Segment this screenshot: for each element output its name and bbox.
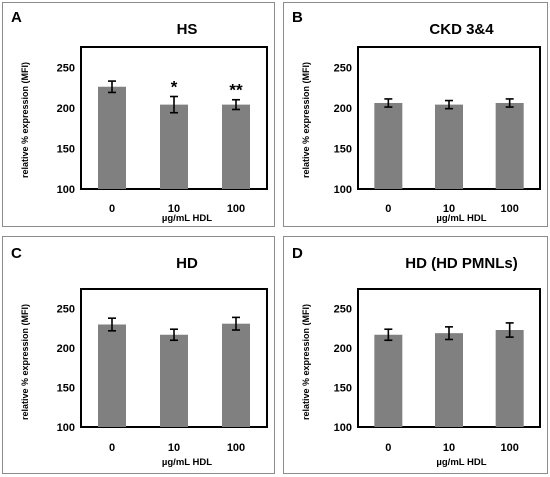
x-axis-label: µg/mL HDL	[161, 457, 213, 468]
chart-title: CKD 3&4	[429, 21, 494, 38]
x-axis-label: µg/mL HDL	[161, 213, 213, 224]
panel-a: 100 150 200 250 0 10 * 100 ** A HS relative % ex…	[2, 2, 275, 227]
x-tick-label: 0	[385, 203, 391, 215]
bar	[160, 104, 188, 189]
significance-marker: *	[171, 77, 178, 96]
chart-svg: 100 150 200 250 0 10 100	[334, 288, 541, 454]
y-tick-label: 100	[57, 184, 75, 196]
y-tick-label: 150	[334, 383, 352, 395]
y-tick-label: 100	[57, 422, 75, 434]
x-tick-label: 10	[168, 442, 180, 454]
significance-marker: **	[229, 81, 243, 100]
y-tick-label: 250	[57, 62, 75, 74]
y-tick-label: 200	[57, 103, 75, 115]
x-tick-label: 0	[385, 442, 391, 454]
y-axis-label: relative % expression (MFI)	[301, 61, 311, 179]
chart-title: HD	[176, 255, 198, 272]
bar	[98, 86, 126, 189]
panel-c: 100 150 200 250 0 10 100 C HD relative % expre…	[2, 236, 275, 474]
y-tick-label: 100	[334, 422, 352, 434]
y-axis-label: relative % expression (MFI)	[301, 303, 311, 421]
bar	[435, 333, 463, 427]
bar	[160, 334, 188, 427]
chart-svg: 100 150 200 250 0 10 100	[334, 46, 541, 215]
bar	[495, 330, 524, 427]
x-tick-label: 10	[168, 203, 180, 215]
x-tick-label: 100	[227, 442, 245, 454]
bar	[435, 104, 463, 189]
panel-letter: B	[292, 9, 303, 26]
y-tick-label: 250	[334, 304, 352, 316]
y-tick-label: 200	[334, 103, 352, 115]
bar	[374, 334, 403, 427]
y-tick-label: 250	[334, 62, 352, 74]
bar	[495, 102, 524, 189]
panel-letter: C	[11, 245, 22, 262]
y-tick-label: 200	[57, 343, 75, 355]
y-axis-label: relative % expression (MFI)	[20, 61, 30, 179]
chart-svg: 100 150 200 250 0 10 * 100 **	[57, 46, 268, 215]
panel-d: 100 150 200 250 0 10 100 D HD (HD PMNLs) relat…	[283, 236, 548, 474]
x-tick-label: 10	[443, 203, 455, 215]
y-axis-label: relative % expression (MFI)	[20, 303, 30, 421]
x-tick-label: 10	[443, 442, 455, 454]
bar	[222, 323, 250, 427]
panel-letter: D	[292, 245, 303, 262]
y-tick-label: 150	[57, 383, 75, 395]
x-axis-label: µg/mL HDL	[436, 457, 487, 468]
y-tick-label: 150	[57, 143, 75, 155]
x-tick-label: 0	[109, 442, 115, 454]
x-tick-label: 0	[109, 203, 115, 215]
x-tick-label: 100	[500, 203, 518, 215]
chart-title: HS	[176, 21, 198, 38]
bar	[98, 324, 126, 427]
y-tick-label: 200	[334, 343, 352, 355]
y-tick-label: 150	[334, 143, 352, 155]
panel-b: 100 150 200 250 0 10 100 B CKD 3&4 relative % …	[283, 2, 548, 227]
chart-title: HD (HD PMNLs)	[405, 255, 518, 272]
y-tick-label: 100	[334, 184, 352, 196]
bar	[374, 102, 403, 189]
x-tick-label: 100	[227, 203, 245, 215]
bar	[222, 104, 250, 189]
x-tick-label: 100	[500, 442, 518, 454]
chart-svg: 100 150 200 250 0 10 100	[57, 288, 268, 454]
x-axis-label: µg/mL HDL	[436, 213, 487, 224]
y-tick-label: 250	[57, 304, 75, 316]
panel-letter: A	[11, 9, 22, 26]
